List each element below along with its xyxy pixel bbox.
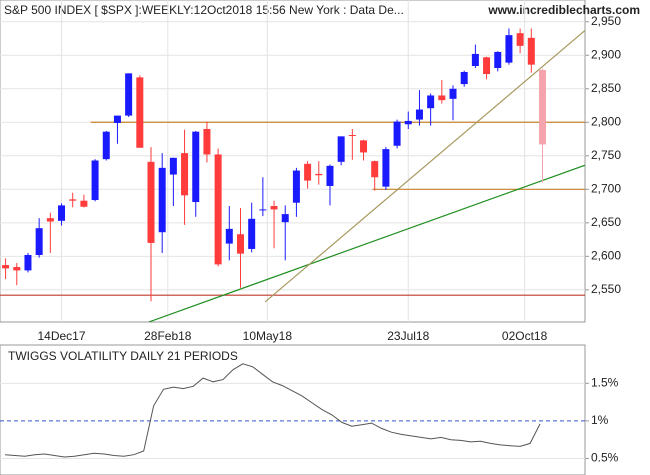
y-tick-label: 2,600 — [591, 249, 621, 263]
chart-title: S&P 500 INDEX [ $SPX ]:WEEKLY:12Oct2018 … — [4, 3, 404, 17]
candle-body — [169, 157, 177, 175]
indicator-panel — [0, 344, 586, 475]
candle-body — [80, 200, 88, 207]
candle-body — [326, 165, 334, 186]
candle-body — [360, 140, 368, 153]
candle-body — [69, 199, 77, 201]
y-tick-label: 0.5% — [591, 451, 619, 465]
candle-body — [192, 131, 200, 203]
y-tick-label: 2,700 — [591, 181, 621, 195]
candle-body — [102, 131, 110, 160]
candle-body — [46, 218, 54, 222]
candle-body — [337, 136, 345, 162]
candle-body — [203, 128, 211, 155]
indicator-line — [4, 363, 541, 458]
candle-body — [147, 161, 155, 243]
candle-body — [538, 70, 546, 145]
candle-body — [449, 88, 457, 99]
trend-line — [264, 30, 585, 303]
candle-body — [281, 214, 289, 223]
y-tick-label: 2,650 — [591, 215, 621, 229]
candle-body — [136, 77, 144, 148]
indicator-title: TWIGGS VOLATILITY DAILY 21 PERIODS — [8, 349, 238, 363]
x-tick-label: 23Jul18 — [387, 329, 429, 343]
candle-body — [214, 154, 222, 265]
price-panel — [0, 0, 586, 323]
candle-body — [13, 267, 21, 271]
candle-body — [348, 135, 356, 137]
candle-body — [505, 35, 513, 63]
candle-body — [158, 167, 166, 233]
candle-body — [415, 109, 423, 120]
y-tick-label: 2,750 — [591, 148, 621, 162]
candle-body — [483, 57, 491, 75]
candle-body — [24, 254, 32, 271]
candle-body — [236, 234, 244, 254]
y-tick-label: 2,900 — [591, 47, 621, 61]
candle-body — [471, 53, 479, 66]
x-tick-label: 10May18 — [243, 329, 293, 343]
candle-body — [125, 73, 133, 116]
y-tick-label: 1% — [591, 413, 609, 427]
candle-body — [404, 120, 412, 125]
candle-body — [58, 205, 66, 221]
candle-body — [259, 209, 267, 211]
y-tick-label: 2,850 — [591, 81, 621, 95]
candle-body — [494, 51, 502, 68]
candle-body — [516, 33, 524, 46]
candle-body — [460, 72, 468, 85]
source: www.incrediblecharts.com — [487, 3, 640, 17]
candle-body — [2, 265, 10, 269]
candle-body — [304, 163, 312, 181]
candle-body — [438, 95, 446, 101]
y-tick-label: 1.5% — [591, 375, 619, 389]
y-tick-label: 2,800 — [591, 114, 621, 128]
candle-body — [225, 228, 233, 244]
y-tick-label: 2,950 — [591, 14, 621, 28]
x-tick-label: 14Dec17 — [37, 329, 85, 343]
candle-body — [270, 206, 278, 210]
candle-body — [527, 37, 535, 65]
candle-body — [181, 153, 189, 196]
candle-body — [427, 95, 435, 109]
candle-body — [315, 173, 323, 176]
candle-body — [91, 160, 99, 201]
y-tick-label: 2,550 — [591, 282, 621, 296]
candle-body — [393, 121, 401, 146]
x-tick-label: 28Feb18 — [144, 329, 192, 343]
x-tick-label: 02Oct18 — [502, 329, 548, 343]
candle-body — [113, 115, 121, 123]
candle-body — [292, 170, 300, 203]
candle-body — [371, 161, 379, 178]
trend-line — [148, 164, 585, 322]
candle-body — [248, 218, 256, 249]
candle-body — [382, 149, 390, 187]
candle-body — [35, 228, 43, 255]
